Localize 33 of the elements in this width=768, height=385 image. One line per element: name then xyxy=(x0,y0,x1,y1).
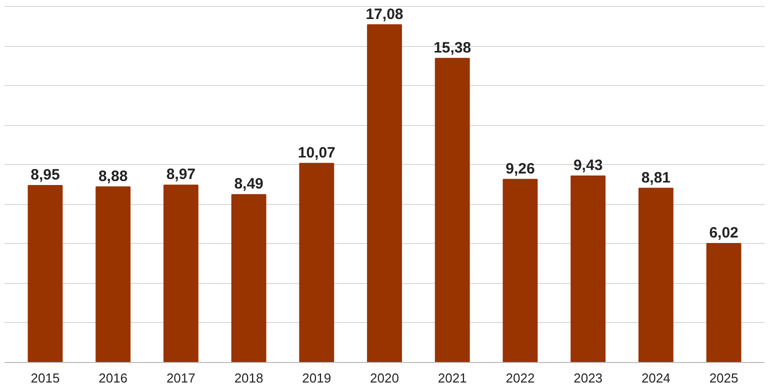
x-tick-label: 2022 xyxy=(506,370,535,385)
data-label: 8,49 xyxy=(234,176,264,193)
x-tick-label: 2017 xyxy=(166,370,196,385)
bar xyxy=(638,188,674,362)
x-tick-label: 2018 xyxy=(234,370,264,385)
bar xyxy=(367,24,402,362)
x-tick-label: 2015 xyxy=(30,370,60,385)
data-label: 17,08 xyxy=(366,6,404,23)
data-label: 8,97 xyxy=(166,166,196,184)
data-label: 8,81 xyxy=(641,169,671,186)
data-label: 15,38 xyxy=(434,39,472,56)
x-tick-label: 2025 xyxy=(709,370,738,385)
bar xyxy=(502,178,538,362)
x-tick-label: 2023 xyxy=(574,370,603,385)
data-label: 8,88 xyxy=(98,168,128,185)
data-label: 9,26 xyxy=(506,160,535,178)
bar xyxy=(28,185,63,362)
bar xyxy=(231,194,266,362)
x-tick-label: 2019 xyxy=(302,370,332,385)
bar xyxy=(96,186,131,362)
data-label: 8,95 xyxy=(30,166,60,184)
x-tick-label: 2024 xyxy=(641,370,670,385)
bar xyxy=(570,176,606,362)
data-label: 9,43 xyxy=(573,157,603,174)
x-tick-label: 2016 xyxy=(98,370,128,385)
x-tick-label: 2021 xyxy=(438,370,467,385)
bar xyxy=(434,58,470,362)
data-label: 10,07 xyxy=(298,144,336,162)
data-label: 6,02 xyxy=(709,224,738,242)
bar xyxy=(299,162,334,362)
bar xyxy=(163,184,198,362)
bar xyxy=(706,242,742,362)
x-tick-label: 2020 xyxy=(370,370,399,385)
